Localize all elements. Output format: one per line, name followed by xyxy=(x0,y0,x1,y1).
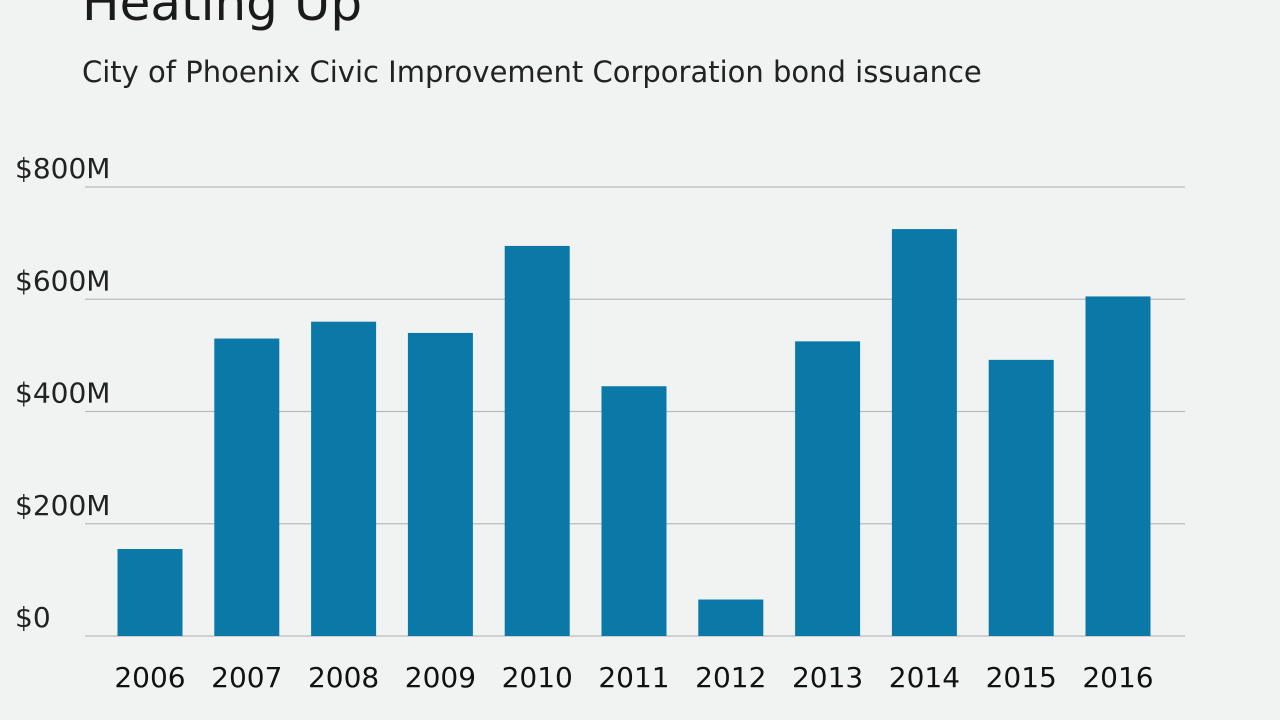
chart-title: Heating Up xyxy=(82,0,363,32)
y-tick-label: $0 xyxy=(15,601,51,634)
bar-2008 xyxy=(311,321,377,636)
x-tick-label: 2015 xyxy=(986,661,1057,694)
bar-2014 xyxy=(891,229,957,636)
y-tick-label: $800M xyxy=(15,152,110,185)
y-axis-ticks: $0 $200M $400M $600M $800M xyxy=(15,152,110,634)
y-tick-label: $600M xyxy=(15,264,110,297)
bar-2009 xyxy=(407,332,473,636)
bar-2010 xyxy=(504,245,570,636)
y-tick-label: $400M xyxy=(15,377,110,410)
bar-2006 xyxy=(117,549,183,636)
x-tick-label: 2006 xyxy=(114,661,185,694)
x-tick-label: 2012 xyxy=(695,661,766,694)
x-tick-label: 2011 xyxy=(598,661,669,694)
bars xyxy=(117,229,1151,636)
x-tick-label: 2008 xyxy=(308,661,379,694)
x-tick-label: 2009 xyxy=(405,661,476,694)
x-tick-label: 2013 xyxy=(792,661,863,694)
y-tick-label: $200M xyxy=(15,489,110,522)
x-tick-label: 2010 xyxy=(502,661,573,694)
x-axis-ticks: 2006 2007 2008 2009 2010 2011 2012 2013 2014 2015… xyxy=(114,661,1153,694)
bar-2016 xyxy=(1085,296,1151,636)
x-tick-label: 2014 xyxy=(889,661,960,694)
bar-2007 xyxy=(214,338,280,636)
bar-2013 xyxy=(795,341,861,636)
bar-2011 xyxy=(601,386,667,636)
bar-2015 xyxy=(988,359,1054,636)
chart-subtitle: City of Phoenix Civic Improvement Corpor… xyxy=(82,55,982,89)
x-tick-label: 2016 xyxy=(1082,661,1153,694)
bar-2012 xyxy=(698,599,764,636)
x-tick-label: 2007 xyxy=(211,661,282,694)
